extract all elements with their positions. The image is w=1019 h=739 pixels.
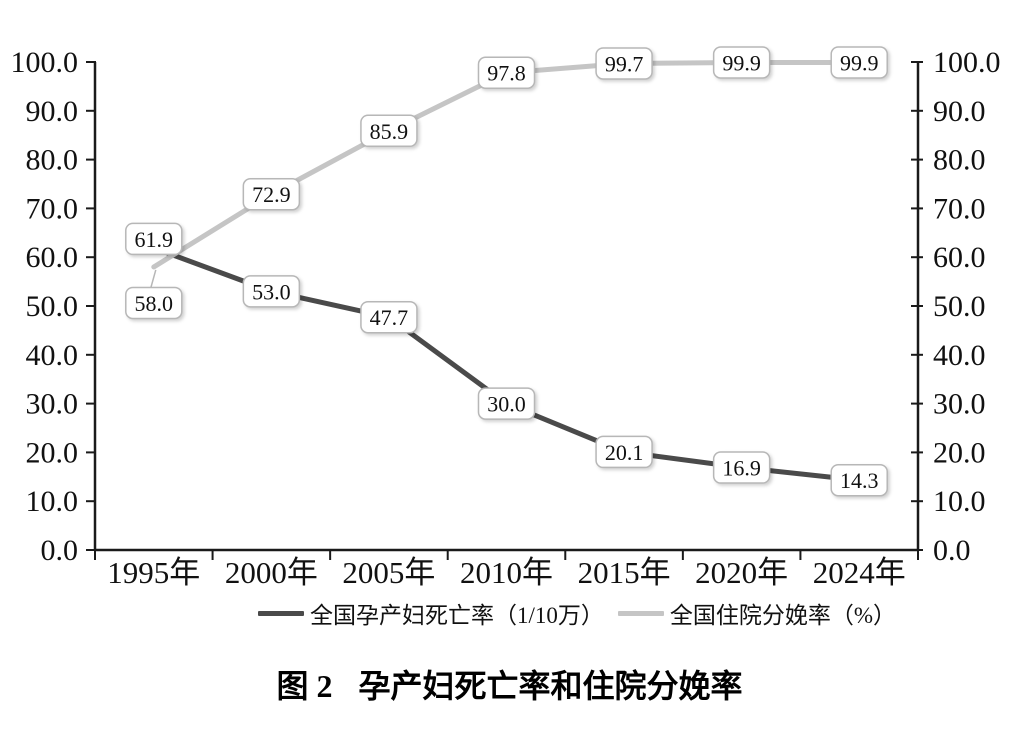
y-tick-label-right: 20.0 [933, 436, 986, 469]
legend-item-hospital-delivery: 全国住院分娩率（%） [617, 596, 897, 630]
y-tick-label-left: 80.0 [26, 144, 79, 177]
data-label: 72.9 [252, 182, 291, 207]
chart-canvas: 0.0 0.0 10.0 10.0 20.0 20.0 30.0 30.0 40.0 40.0 50… [11, 46, 1001, 590]
y-tick-label-right: 90.0 [933, 95, 986, 128]
x-axis-label: 2020年 [695, 555, 788, 590]
data-label-box [712, 451, 771, 484]
x-axis-label: 2005年 [342, 555, 435, 590]
y-tick-label-left: 100.0 [11, 46, 79, 79]
y-tick-label-left: 60.0 [26, 241, 79, 274]
x-axis-label: 2010年 [460, 555, 553, 590]
y-tick-label-right: 70.0 [933, 192, 986, 225]
figure-number: 图 2 [276, 668, 333, 704]
data-label-box [830, 46, 888, 79]
x-axis-label: 2015年 [578, 555, 671, 590]
y-tick-label-right: 0.0 [933, 534, 971, 567]
y-tick-label-right: 50.0 [933, 290, 986, 323]
data-label-box [595, 435, 653, 469]
data-label: 16.9 [722, 456, 761, 481]
y-tick-label-left: 30.0 [26, 388, 79, 421]
y-tick-label-left: 20.0 [26, 436, 79, 469]
data-label: 58.0 [135, 291, 174, 316]
data-label-box [360, 300, 418, 334]
data-label: 99.9 [840, 50, 879, 75]
legend-label-hospital-delivery: 全国住院分娩率（%） [669, 603, 897, 628]
y-tick-label-right: 60.0 [933, 241, 986, 274]
data-label-box [360, 114, 418, 148]
y-tick-label-left: 90.0 [26, 95, 79, 128]
y-tick-label-left: 50.0 [26, 290, 79, 323]
data-label-box [242, 275, 301, 308]
series-line-1 [151, 59, 862, 270]
data-label: 20.1 [605, 440, 644, 465]
data-label-box [242, 177, 301, 211]
data-label-box [477, 56, 536, 89]
data-label: 99.9 [722, 50, 761, 75]
x-axis-label: 2024年 [813, 555, 906, 590]
data-label-box [125, 286, 183, 320]
data-label-box [595, 47, 653, 80]
data-label: 30.0 [487, 392, 526, 417]
hospital-delivery-line-swatch [617, 610, 664, 616]
data-label-box [477, 387, 536, 420]
y-tick-label-left: 10.0 [26, 485, 79, 518]
chart-legend: 全国孕产妇死亡率（1/10万） 全国住院分娩率（%） [258, 596, 896, 630]
data-label: 53.0 [252, 279, 291, 304]
y-tick-label-right: 10.0 [933, 485, 986, 518]
figure-title: 孕产妇死亡率和住院分娩率 [358, 668, 743, 704]
y-tick-label-right: 80.0 [933, 144, 986, 177]
data-label: 61.9 [135, 227, 174, 252]
legend-item-maternal-mortality: 全国孕产妇死亡率（1/10万） [258, 596, 604, 630]
data-label: 14.3 [840, 468, 879, 493]
y-tick-label-left: 40.0 [26, 339, 79, 372]
y-tick-label-left: 0.0 [41, 534, 79, 567]
x-axis-label: 2000年 [225, 555, 318, 590]
data-label-box [125, 222, 183, 256]
y-tick-label-left: 70.0 [26, 192, 79, 225]
data-label-leader [150, 269, 157, 289]
figure-caption: 图 2 孕产妇死亡率和住院分娩率 [0, 661, 1019, 707]
legend-label-maternal-mortality: 全国孕产妇死亡率（1/10万） [310, 603, 604, 628]
y-tick-label-right: 40.0 [933, 339, 986, 372]
x-axis-label: 1995年 [107, 555, 200, 590]
data-label: 47.7 [370, 305, 409, 330]
data-label-box [712, 46, 771, 79]
y-tick-label-right: 30.0 [933, 388, 986, 421]
data-label: 97.8 [487, 61, 526, 86]
data-label: 99.7 [605, 51, 644, 76]
maternal-mortality-line-swatch [258, 610, 304, 616]
data-label-box [830, 463, 888, 497]
data-label: 85.9 [370, 119, 409, 144]
y-tick-label-right: 100.0 [933, 46, 1001, 79]
